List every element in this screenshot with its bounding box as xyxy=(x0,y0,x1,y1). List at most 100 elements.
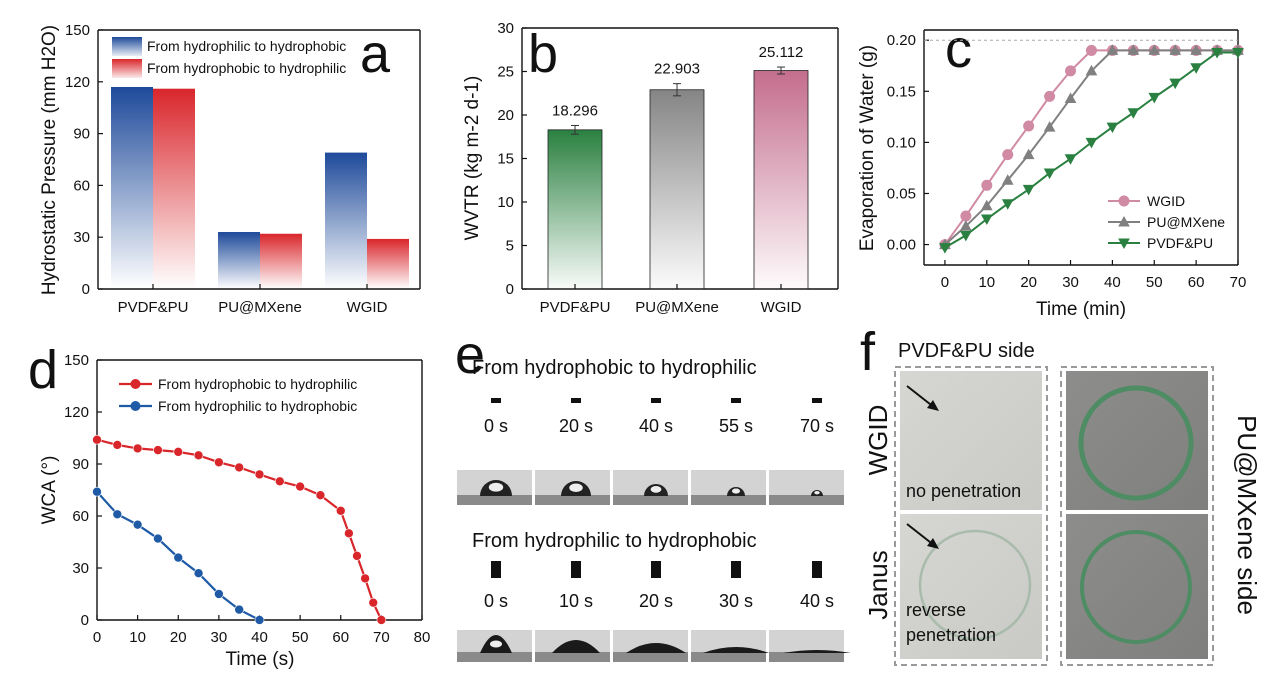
e-time-label: 40 s xyxy=(800,591,834,611)
a-bar-hydrophobic-to-hydrophilic xyxy=(367,238,409,289)
d-y-tick-label: 60 xyxy=(72,508,89,525)
d-point xyxy=(173,447,184,457)
d-point xyxy=(254,615,265,625)
d-legend-marker xyxy=(130,401,141,411)
d-point xyxy=(234,462,244,473)
c-point xyxy=(1232,47,1244,59)
d-legend: From hydrophobic to hydrophilic From hydr… xyxy=(119,376,357,414)
f-caption-penetration: penetration xyxy=(906,625,996,645)
e-time-label: 30 s xyxy=(719,591,753,611)
c-point xyxy=(1022,184,1035,196)
f-arrow-2 xyxy=(906,523,939,549)
c-point xyxy=(1148,92,1161,104)
f-photo-wgid-pvdf xyxy=(900,371,1042,510)
a-y-tick-label: 120 xyxy=(65,74,90,91)
c-x-tick-label: 20 xyxy=(1020,274,1037,291)
e-droplet-highlight xyxy=(569,483,583,492)
panel-label-d: d xyxy=(28,340,58,400)
e-droplet-highlight xyxy=(650,486,662,493)
e-substrate xyxy=(769,652,844,662)
d-point xyxy=(132,519,143,530)
c-x-tick-label: 30 xyxy=(1062,274,1079,291)
d-x-tick-label: 10 xyxy=(129,629,146,646)
c-x-tick-label: 10 xyxy=(978,274,995,291)
c-point xyxy=(960,230,972,242)
c-point xyxy=(960,210,972,222)
d-point xyxy=(112,440,123,450)
d-point xyxy=(368,597,379,608)
a-y-tick-label: 60 xyxy=(73,177,90,194)
e-droplet-highlight xyxy=(488,482,504,492)
b-data-label: 18.296 xyxy=(552,102,598,119)
f-left-frame xyxy=(894,366,1048,666)
b-y-tick-label: 20 xyxy=(497,107,514,124)
f-photo-janus-mxene xyxy=(1066,514,1208,659)
c-point xyxy=(1169,44,1182,55)
a-bar-hydrophilic-to-hydrophobic xyxy=(111,86,153,289)
b-y-axis-label: WVTR (kg m-2 d-1) xyxy=(462,76,483,241)
panel-label-f: f xyxy=(860,322,876,382)
d-x-tick-label: 70 xyxy=(373,629,390,646)
d-x-tick-label: 0 xyxy=(93,629,101,646)
a-y-tick-label: 0 xyxy=(82,281,90,298)
d-point xyxy=(335,505,346,516)
c-point xyxy=(1127,108,1140,119)
a-x-tick-label: WGID xyxy=(347,299,388,316)
e-droplet-highlight xyxy=(814,491,820,495)
a-legend-swatch-2 xyxy=(112,59,142,78)
a-legend-label-1: From hydrophilic to hydrophobic xyxy=(147,38,346,54)
panel-label-a: a xyxy=(360,24,391,84)
a-x-tick-label: PU@MXene xyxy=(218,299,302,316)
c-point xyxy=(981,179,993,191)
e-time-label: 40 s xyxy=(639,416,673,436)
c-point xyxy=(1169,78,1182,90)
panel-c: c 0 10 20 30 40 50 60 70 0.00 0.05 0.10 0.15 0.20 Ti… xyxy=(857,19,1246,320)
b-bar xyxy=(753,70,809,290)
c-legend-label: PU@MXene xyxy=(1147,214,1225,230)
c-legend-marker xyxy=(1118,195,1130,207)
b-bar xyxy=(547,129,603,290)
c-x-tick-label: 70 xyxy=(1230,274,1247,291)
a-bar-hydrophilic-to-hydrophobic xyxy=(218,232,260,289)
e-needle xyxy=(491,398,501,403)
d-point xyxy=(153,533,163,544)
c-point xyxy=(1085,137,1098,149)
f-label-wgid: WGID xyxy=(863,405,893,476)
d-y-tick-label: 30 xyxy=(72,560,89,577)
e-needle xyxy=(491,561,501,578)
c-point xyxy=(1065,65,1077,77)
panel-d: d 0 10 20 30 40 50 60 70 80 0 30 60 90 120 150 Time (s… xyxy=(28,340,430,670)
c-point xyxy=(1106,122,1119,134)
c-x-tick-label: 60 xyxy=(1188,274,1205,291)
f-caption-no-penetration: no penetration xyxy=(906,481,1021,501)
c-x-tick-label: 50 xyxy=(1146,274,1163,291)
e-substrate xyxy=(457,652,532,662)
d-legend-label: From hydrophobic to hydrophilic xyxy=(158,376,357,392)
d-y-tick-label: 90 xyxy=(72,456,89,473)
d-point xyxy=(193,568,204,579)
b-bar xyxy=(649,89,705,290)
a-legend-label-2: From hydrophobic to hydrophilic xyxy=(147,60,346,76)
c-point xyxy=(1002,149,1014,161)
d-point xyxy=(92,486,102,497)
d-y-tick-label: 120 xyxy=(64,404,89,421)
a-x-tick-label: PVDF&PU xyxy=(118,299,189,316)
e-time-label: 70 s xyxy=(800,416,834,436)
e-needle xyxy=(571,398,581,403)
c-point xyxy=(960,220,972,231)
b-y-tick-label: 0 xyxy=(506,281,514,298)
e-needle xyxy=(571,561,581,578)
b-data-label: 25.112 xyxy=(759,44,804,61)
e-substrate xyxy=(613,495,688,505)
d-point xyxy=(153,445,163,455)
e-time-label: 20 s xyxy=(559,416,593,436)
e-time-label: 0 s xyxy=(484,416,508,436)
b-x-tick-label: PU@MXene xyxy=(635,299,719,316)
c-y-tick-label: 0.00 xyxy=(887,237,916,254)
c-point xyxy=(980,214,993,226)
a-bar-hydrophilic-to-hydrophobic xyxy=(325,152,367,289)
c-legend-marker xyxy=(1118,238,1130,250)
c-legend-label: PVDF&PU xyxy=(1147,235,1213,251)
c-y-tick-label: 0.20 xyxy=(887,32,916,49)
